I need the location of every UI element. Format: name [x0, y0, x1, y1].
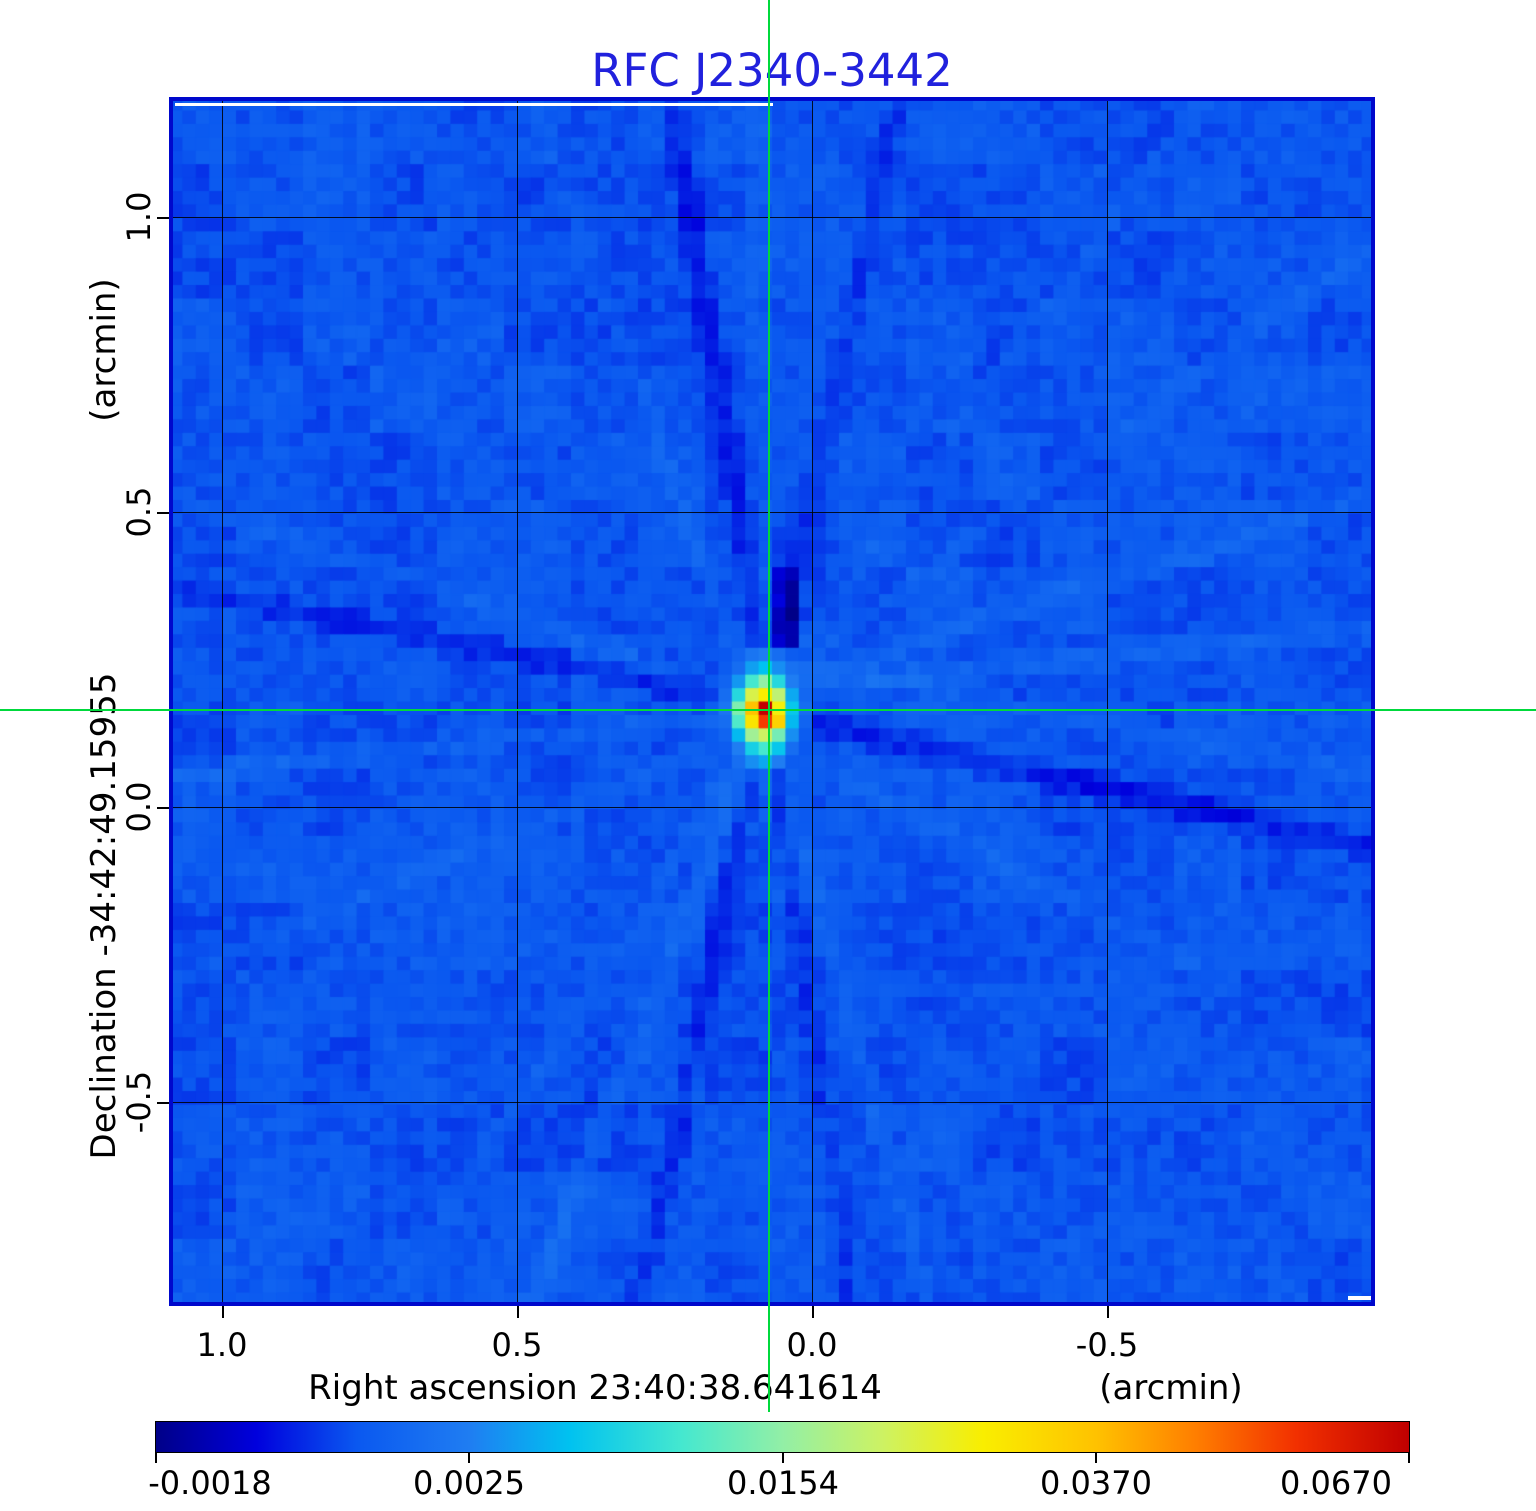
y-tick-mark [157, 512, 169, 514]
grid-line-vertical [222, 97, 223, 1306]
grid-line-vertical [517, 97, 518, 1306]
y-tick-label: 1.0 [120, 191, 158, 243]
grid-line-horizontal [169, 807, 1375, 808]
x-tick-mark [812, 1306, 814, 1318]
colorbar-tick-label: 0.0154 [727, 1464, 839, 1502]
crosshair-vertical-line [768, 0, 770, 1412]
y-axis-unit-label: (arcmin) [84, 278, 124, 422]
colorbar-tick-mark [468, 1453, 471, 1463]
grid-line-horizontal [169, 1102, 1375, 1103]
colorbar-tick-mark [781, 1453, 784, 1463]
y-tick-mark [157, 217, 169, 219]
sky-map-plot [169, 97, 1375, 1306]
grid-line-horizontal [169, 217, 1375, 218]
x-tick-mark [517, 1306, 519, 1318]
grid-line-vertical [812, 97, 813, 1306]
crosshair-horizontal-line [0, 709, 1536, 711]
colorbar-tick-mark [1408, 1453, 1410, 1463]
x-tick-label: -0.5 [1075, 1326, 1139, 1364]
colorbar-tick-label: -0.0018 [148, 1464, 272, 1502]
grid-line-horizontal [169, 512, 1375, 513]
colorbar-tick-label: 0.0370 [1040, 1464, 1152, 1502]
x-tick-mark [1107, 1306, 1109, 1318]
y-tick-label: 0.0 [120, 781, 158, 833]
x-axis-unit-label: (arcmin) [1099, 1368, 1243, 1408]
y-tick-label: 0.5 [120, 486, 158, 538]
page-title: RFC J2340-3442 [591, 44, 953, 97]
y-axis-label: Declination -34:42:49.15955 [84, 672, 124, 1160]
colorbar-tick-label: 0.0670 [1280, 1464, 1392, 1502]
render-artifact-bottom-right [1348, 1296, 1375, 1300]
colorbar-tick-label: 0.0025 [413, 1464, 525, 1502]
x-axis-label: Right ascension 23:40:38.641614 [308, 1368, 882, 1408]
colorbar-tick-mark [1094, 1453, 1097, 1463]
x-tick-label: 0.0 [786, 1326, 838, 1364]
colorbar-gradient [155, 1421, 1410, 1453]
grid-line-vertical [1107, 97, 1108, 1306]
render-artifact-top [175, 103, 773, 106]
x-tick-mark [222, 1306, 224, 1318]
colorbar-tick-mark [155, 1453, 157, 1463]
y-tick-mark [157, 1102, 169, 1104]
y-tick-mark [157, 807, 169, 809]
y-tick-label: -0.5 [120, 1070, 158, 1134]
intensity-image-canvas [169, 97, 1375, 1306]
x-tick-label: 1.0 [196, 1326, 248, 1364]
x-tick-label: 0.5 [491, 1326, 543, 1364]
